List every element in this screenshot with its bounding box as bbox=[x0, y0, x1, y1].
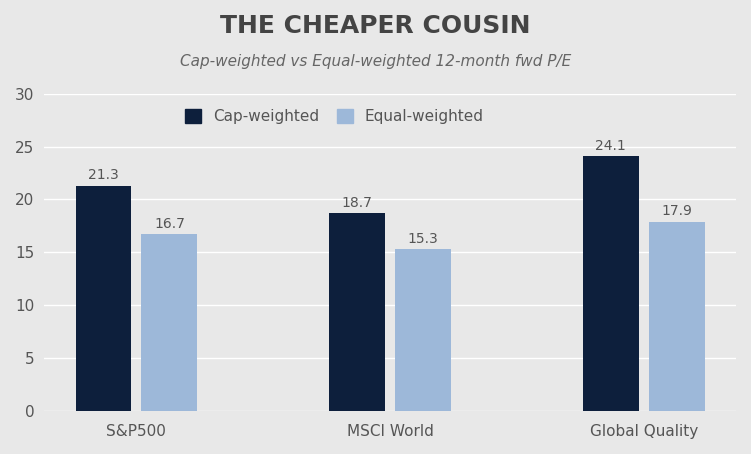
Bar bbox=[649, 222, 704, 411]
Text: 15.3: 15.3 bbox=[408, 232, 439, 246]
Bar bbox=[141, 234, 198, 411]
Bar bbox=[583, 156, 638, 411]
Bar bbox=[395, 249, 451, 411]
Text: Cap-weighted vs Equal-weighted 12-month fwd P/E: Cap-weighted vs Equal-weighted 12-month … bbox=[180, 54, 571, 69]
Text: 16.7: 16.7 bbox=[154, 217, 185, 231]
Text: THE CHEAPER COUSIN: THE CHEAPER COUSIN bbox=[220, 14, 531, 38]
Text: 24.1: 24.1 bbox=[596, 139, 626, 153]
Text: 18.7: 18.7 bbox=[342, 196, 372, 210]
Bar bbox=[76, 186, 131, 411]
Text: 21.3: 21.3 bbox=[88, 168, 119, 183]
Legend: Cap-weighted, Equal-weighted: Cap-weighted, Equal-weighted bbox=[181, 104, 488, 128]
Text: 17.9: 17.9 bbox=[661, 204, 692, 218]
Bar bbox=[329, 213, 385, 411]
